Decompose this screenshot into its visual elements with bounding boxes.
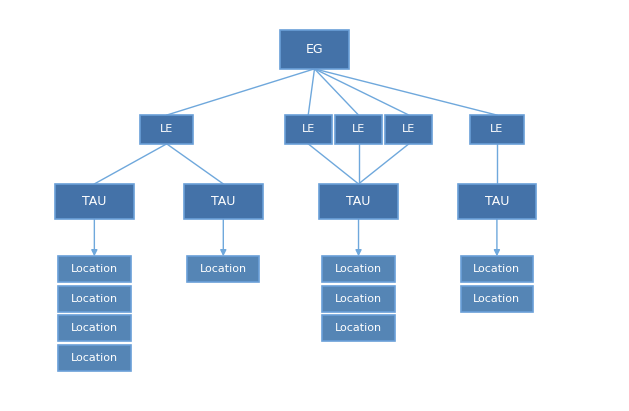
Text: Location: Location (335, 323, 382, 333)
Text: LE: LE (301, 125, 315, 134)
Text: LE: LE (352, 125, 365, 134)
FancyBboxPatch shape (458, 184, 536, 219)
FancyBboxPatch shape (386, 115, 433, 144)
FancyBboxPatch shape (58, 316, 131, 341)
Text: Location: Location (200, 264, 247, 274)
Text: Location: Location (335, 264, 382, 274)
FancyBboxPatch shape (322, 316, 395, 341)
Text: TAU: TAU (485, 195, 509, 208)
Text: LE: LE (402, 125, 416, 134)
Text: Location: Location (474, 264, 520, 274)
FancyBboxPatch shape (58, 286, 131, 312)
FancyBboxPatch shape (58, 256, 131, 282)
FancyBboxPatch shape (58, 345, 131, 371)
FancyBboxPatch shape (322, 256, 395, 282)
Text: LE: LE (160, 125, 174, 134)
Text: EG: EG (306, 43, 323, 56)
Text: Location: Location (71, 323, 118, 333)
Text: LE: LE (490, 125, 504, 134)
Text: Location: Location (474, 294, 520, 304)
Text: Location: Location (71, 294, 118, 304)
Text: Location: Location (71, 264, 118, 274)
FancyBboxPatch shape (335, 115, 382, 144)
FancyBboxPatch shape (470, 115, 524, 144)
Text: TAU: TAU (211, 195, 235, 208)
Text: TAU: TAU (347, 195, 370, 208)
Text: Location: Location (71, 353, 118, 363)
FancyBboxPatch shape (280, 30, 349, 69)
FancyBboxPatch shape (460, 286, 533, 312)
FancyBboxPatch shape (55, 184, 133, 219)
FancyBboxPatch shape (460, 256, 533, 282)
FancyBboxPatch shape (322, 286, 395, 312)
FancyBboxPatch shape (319, 184, 398, 219)
FancyBboxPatch shape (187, 256, 259, 282)
FancyBboxPatch shape (184, 184, 263, 219)
Text: Location: Location (335, 294, 382, 304)
FancyBboxPatch shape (140, 115, 194, 144)
Text: TAU: TAU (82, 195, 106, 208)
FancyBboxPatch shape (284, 115, 332, 144)
